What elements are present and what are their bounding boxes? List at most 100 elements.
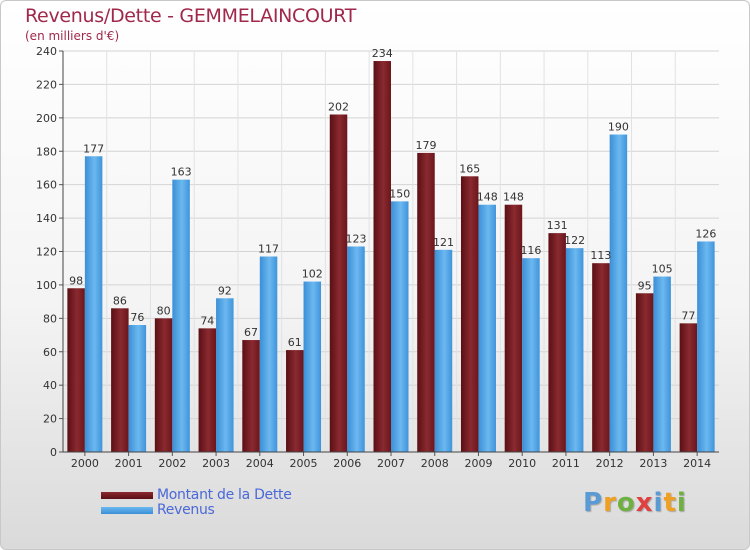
legend-swatch-revenus (101, 507, 153, 514)
y-tick-label: 180 (36, 145, 57, 158)
bar-revenus (84, 156, 103, 452)
y-tick-label: 80 (43, 312, 57, 325)
bar-dette (154, 318, 173, 452)
bar-revenus (303, 281, 322, 452)
axes (62, 51, 719, 453)
data-label: 116 (520, 244, 541, 257)
bar-revenus (216, 298, 234, 452)
data-label: 80 (157, 304, 171, 317)
chart-subtitle: (en milliers d'€) (25, 29, 120, 43)
x-tick-label: 2000 (71, 457, 99, 470)
data-label: 190 (608, 121, 629, 134)
y-tick-label: 0 (50, 446, 57, 459)
x-tick-label: 2008 (421, 457, 449, 470)
bar-revenus (478, 204, 496, 452)
bar-dette (373, 61, 391, 453)
chart-title: Revenus/Dette - GEMMELAINCOURT (25, 5, 357, 27)
bar-revenus (653, 276, 671, 452)
bar-revenus (172, 179, 190, 452)
y-tick-label: 160 (36, 179, 57, 192)
y-tick-label: 240 (36, 45, 57, 58)
data-label: 74 (200, 314, 214, 327)
logo-letter: r (603, 488, 617, 518)
bar-revenus (697, 241, 715, 452)
y-tick-label: 200 (36, 112, 57, 125)
proxiti-logo: Proxiti (583, 488, 687, 518)
legend-label-revenus: Revenus (157, 502, 215, 518)
logo-letter: i (676, 488, 687, 518)
data-label: 234 (372, 47, 393, 60)
data-label: 98 (69, 274, 83, 287)
data-label: 102 (302, 268, 323, 281)
data-label: 105 (652, 263, 673, 276)
bar-dette (548, 233, 566, 452)
x-tick-label: 2003 (202, 457, 230, 470)
y-axis-ticks: 0 20 40 60 80 100 120 140 160 180 200 220 240 (36, 45, 63, 459)
bar-dette (417, 152, 435, 452)
legend-label-dette: Montant de la Dette (157, 487, 292, 503)
data-label: 177 (83, 142, 104, 155)
bar-revenus (128, 325, 147, 452)
bar-dette (67, 288, 85, 452)
y-tick-label: 20 (43, 413, 57, 426)
x-axis-ticks: 2000 2001 2002 2003 2004 2005 2006 2007 2008 2009… (71, 452, 711, 470)
data-label: 92 (218, 284, 232, 297)
data-label: 121 (433, 236, 454, 249)
data-label: 95 (638, 279, 652, 292)
bar-revenus (259, 256, 278, 452)
logo-letter: P (583, 488, 604, 518)
bar-dette (198, 328, 217, 452)
data-label: 150 (389, 187, 410, 200)
logo-letter: o (616, 488, 636, 518)
bar-revenus (347, 246, 365, 452)
data-label: 179 (415, 139, 436, 152)
data-label: 131 (547, 219, 568, 232)
data-label: 122 (564, 234, 585, 247)
data-label: 67 (244, 326, 258, 339)
bar-dette (592, 263, 610, 452)
y-tick-label: 140 (36, 212, 57, 225)
x-tick-label: 2014 (683, 457, 711, 470)
data-label: 148 (477, 191, 498, 204)
data-label: 165 (459, 162, 480, 175)
bar-revenus (522, 258, 540, 452)
x-tick-label: 2013 (639, 457, 667, 470)
bar-revenus (565, 248, 584, 452)
y-tick-label: 40 (43, 379, 57, 392)
data-label: 202 (328, 100, 349, 113)
bar-dette (635, 293, 654, 452)
bar-revenus (434, 249, 453, 452)
x-tick-label: 2007 (377, 457, 405, 470)
logo-letter: i (653, 488, 664, 518)
bar-dette (111, 308, 129, 452)
data-label: 123 (346, 232, 367, 245)
data-label: 163 (171, 166, 192, 179)
data-label: 61 (288, 336, 302, 349)
data-label: 148 (503, 191, 524, 204)
x-tick-label: 2001 (115, 457, 143, 470)
y-tick-label: 220 (36, 78, 57, 91)
x-tick-label: 2005 (290, 457, 318, 470)
bar-dette (286, 350, 304, 452)
bar-dette (504, 204, 523, 452)
bar-dette (242, 340, 260, 452)
bar-dette (329, 114, 348, 452)
x-tick-label: 2009 (464, 457, 492, 470)
x-tick-label: 2006 (333, 457, 361, 470)
x-tick-label: 2002 (158, 457, 186, 470)
y-tick-label: 100 (36, 279, 57, 292)
bar-dette (460, 176, 479, 452)
y-tick-label: 60 (43, 346, 57, 359)
bars (67, 61, 715, 453)
x-tick-label: 2011 (552, 457, 580, 470)
logo-letter: t (663, 488, 677, 518)
x-tick-label: 2010 (508, 457, 536, 470)
x-tick-label: 2004 (246, 457, 274, 470)
y-tick-label: 120 (36, 246, 57, 259)
bar-revenus (391, 201, 409, 452)
x-tick-label: 2012 (596, 457, 624, 470)
data-label: 117 (258, 243, 279, 256)
